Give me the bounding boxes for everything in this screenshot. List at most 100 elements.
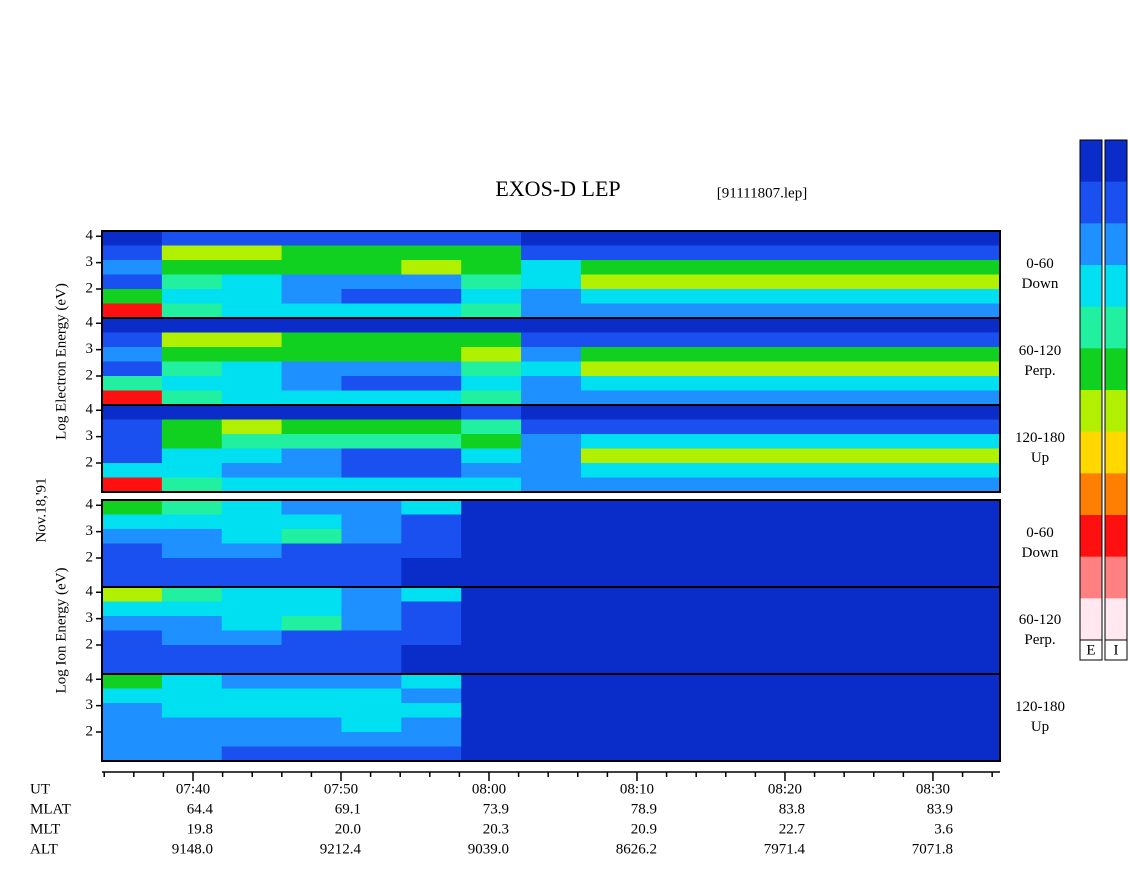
colorbar-cell: [1105, 265, 1127, 308]
heat-cell: [640, 361, 702, 377]
heat-cell: [461, 732, 522, 747]
x-tick-label: 08:10: [620, 781, 654, 797]
heat-cell: [161, 347, 223, 362]
colorbar-cell: [1080, 390, 1102, 433]
heat-cell: [760, 514, 821, 530]
heat-cell: [640, 274, 702, 290]
y-tick-label: 4: [86, 228, 94, 244]
heat-cell: [820, 703, 881, 718]
heat-cell: [102, 500, 163, 515]
heat-cell: [281, 245, 342, 261]
heat-cell: [221, 659, 283, 675]
heat-cell: [640, 318, 702, 333]
heat-cell: [161, 463, 223, 478]
heat-cell: [281, 318, 342, 333]
heat-cell: [221, 463, 283, 478]
heat-cell: [461, 717, 522, 733]
heat-cell: [401, 332, 462, 348]
heat-cell: [940, 645, 1001, 660]
heat-cell: [640, 529, 702, 544]
heat-cell: [580, 289, 642, 304]
heat-cell: [401, 717, 462, 733]
heat-cell: [221, 514, 283, 530]
heat-cell: [940, 405, 1001, 420]
heat-cell: [640, 289, 702, 304]
heat-cell: [161, 732, 223, 747]
heat-cell: [341, 361, 402, 377]
heat-cell: [640, 303, 702, 319]
colorbar-cell: [1080, 181, 1102, 224]
heat-cell: [102, 630, 163, 646]
heat-cell: [580, 303, 642, 319]
heat-cell: [820, 674, 881, 689]
heat-cell: [940, 318, 1001, 333]
heat-cell: [461, 688, 522, 704]
heat-cell: [880, 289, 941, 304]
heat-cell: [580, 645, 642, 660]
heat-cell: [341, 303, 402, 319]
heat-cell: [880, 477, 941, 493]
heat-cell: [700, 477, 762, 493]
colorbar-frame: [1104, 139, 1128, 661]
heat-cell: [880, 572, 941, 588]
heat-cell: [760, 616, 821, 631]
colorbar-cell: [1105, 598, 1127, 641]
heat-cell: [341, 601, 402, 617]
heat-cell: [700, 616, 762, 631]
heat-cell: [820, 419, 881, 435]
heat-cell: [580, 231, 642, 246]
heat-cell: [820, 434, 881, 449]
heat-cell: [760, 463, 821, 478]
colorbar-cell: [1105, 140, 1127, 183]
heat-cell: [820, 332, 881, 348]
heat-cell: [461, 448, 522, 464]
heat-cell: [281, 274, 342, 290]
heat-cell: [281, 630, 342, 646]
heat-cell: [820, 645, 881, 660]
orbit-value: 7971.4: [764, 841, 806, 857]
orbit-value: 69.1: [335, 801, 361, 817]
y-tick-label: 2: [86, 636, 94, 652]
heat-cell: [461, 289, 522, 304]
heat-cell: [880, 500, 941, 515]
heat-cell: [940, 688, 1001, 704]
heat-cell: [102, 303, 163, 319]
heat-cell: [161, 746, 223, 762]
heat-cell: [281, 601, 342, 617]
heat-cell: [700, 500, 762, 515]
heat-cell: [221, 318, 283, 333]
heat-cell: [221, 543, 283, 559]
heat-cell: [760, 274, 821, 290]
heat-cell: [281, 572, 342, 588]
heat-cell: [640, 514, 702, 530]
heat-cell: [940, 448, 1001, 464]
heat-cell: [521, 514, 582, 530]
heat-cell: [760, 260, 821, 275]
heat-cell: [161, 390, 223, 406]
heat-cell: [940, 572, 1001, 588]
heat-cell: [940, 434, 1001, 449]
heat-cell: [880, 390, 941, 406]
heat-cell: [341, 318, 402, 333]
heat-cell: [880, 260, 941, 275]
heat-cell: [341, 514, 402, 530]
heat-cell: [221, 645, 283, 660]
heat-cell: [940, 390, 1001, 406]
heat-cell: [341, 376, 402, 391]
heat-cell: [700, 376, 762, 391]
heat-cell: [880, 529, 941, 544]
heat-cell: [580, 514, 642, 530]
heat-cell: [341, 289, 402, 304]
heat-cell: [281, 303, 342, 319]
heat-cell: [401, 630, 462, 646]
x-tick-label: 07:50: [324, 781, 358, 797]
heat-cell: [940, 260, 1001, 275]
heat-cell: [940, 347, 1001, 362]
heat-cell: [161, 477, 223, 493]
heat-cell: [760, 332, 821, 348]
heat-cell: [221, 260, 283, 275]
y-axis-label: Log Ion Energy (eV): [53, 568, 69, 694]
heat-cell: [401, 477, 462, 493]
heat-cell: [580, 601, 642, 617]
